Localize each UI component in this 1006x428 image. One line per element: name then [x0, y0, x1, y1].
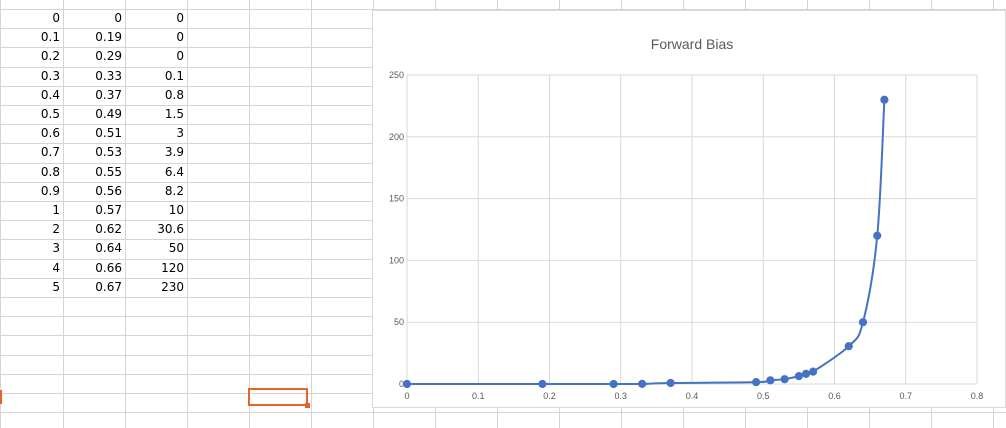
data-point-1 — [402, 379, 412, 389]
x-tick-label: 0.1 — [472, 391, 485, 401]
cell-col2-row6[interactable]: 0.49 — [95, 107, 122, 121]
cell-col3-row12[interactable]: 30.6 — [157, 222, 184, 236]
x-tick-label: 0.6 — [828, 391, 841, 401]
x-tick-label: 0.5 — [757, 391, 770, 401]
x-tick-label: 0.3 — [614, 391, 627, 401]
chart-container[interactable]: Forward Bias 0 0.1 0.2 0.3 0.4 0.5 0.6 0.7 0.8 0 50… — [372, 10, 1006, 408]
y-tick-label: 100 — [389, 255, 404, 265]
cell-col1-row4[interactable]: 0.3 — [40, 69, 60, 83]
cell-col1-row9[interactable]: 0.8 — [40, 165, 60, 179]
y-tick-label: 200 — [389, 132, 404, 142]
data-point-10 — [801, 369, 811, 378]
cell-col2-row11[interactable]: 0.57 — [95, 203, 122, 217]
cell-col2-row10[interactable]: 0.56 — [95, 184, 122, 198]
cell-col3-row9[interactable]: 6.4 — [164, 165, 184, 179]
cell-col3-row3[interactable]: 0 — [176, 49, 184, 63]
cell-col3-row8[interactable]: 3.9 — [164, 145, 184, 159]
cell-col2-row7[interactable]: 0.51 — [95, 126, 122, 140]
data-point-6 — [752, 378, 761, 387]
cell-col2-row13[interactable]: 0.64 — [95, 241, 122, 255]
active-cell-cursor[interactable] — [248, 388, 310, 408]
cell-col2-row9[interactable]: 0.55 — [95, 165, 122, 179]
data-point-13 — [858, 318, 868, 327]
x-tick-label: 0.2 — [543, 391, 556, 401]
cell-col1-row1[interactable]: 0 — [52, 11, 60, 25]
cell-col1-row6[interactable]: 0.5 — [40, 107, 60, 121]
data-point-14 — [873, 231, 882, 240]
cell-col3-row14[interactable]: 120 — [161, 261, 184, 275]
cell-col1-row2[interactable]: 0.1 — [40, 30, 60, 44]
y-tick-label: 0 — [399, 379, 404, 389]
forward-bias-chart: Forward Bias 0 0.1 0.2 0.3 0.4 0.5 0.6 0.7 0.8 0 50… — [389, 36, 984, 401]
cell-col2-row14[interactable]: 0.66 — [95, 261, 122, 275]
data-point-5 — [666, 378, 675, 388]
chart-title: Forward Bias — [651, 36, 733, 52]
data-point-2 — [538, 379, 547, 389]
cell-col2-row5[interactable]: 0.37 — [95, 88, 122, 102]
data-point-4 — [638, 379, 647, 388]
data-point-8 — [780, 375, 789, 384]
y-tick-label: 150 — [389, 194, 404, 204]
cell-col3-row5[interactable]: 0.8 — [164, 88, 184, 102]
x-tick-label: 0.8 — [971, 391, 984, 401]
cell-col2-row8[interactable]: 0.53 — [95, 145, 122, 159]
x-tick-label: 0.4 — [686, 391, 699, 401]
row-marker — [0, 390, 2, 404]
fill-handle[interactable] — [305, 403, 310, 408]
cell-col3-row11[interactable]: 10 — [168, 203, 184, 217]
cell-col3-row6[interactable]: 1.5 — [164, 107, 184, 121]
cell-col1-row7[interactable]: 0.6 — [40, 126, 60, 140]
cell-col1-row3[interactable]: 0.2 — [40, 49, 60, 63]
y-tick-label: 50 — [394, 317, 404, 327]
cell-col2-row12[interactable]: 0.62 — [95, 222, 122, 236]
data-point-7 — [766, 376, 775, 385]
x-tick-label: 0 — [404, 391, 409, 401]
cell-col2-row1[interactable]: 0 — [114, 11, 122, 25]
cell-col3-row1[interactable]: 0 — [176, 11, 184, 25]
x-tick-label: 0.7 — [899, 391, 912, 401]
cell-col3-row10[interactable]: 8.2 — [164, 184, 184, 198]
cell-col1-row14[interactable]: 4 — [52, 261, 60, 275]
cell-col2-row3[interactable]: 0.29 — [95, 49, 122, 63]
cell-col1-row8[interactable]: 0.7 — [40, 145, 60, 159]
cell-col3-row4[interactable]: 0.1 — [164, 69, 184, 83]
cell-col2-row2[interactable]: 0.19 — [95, 30, 122, 44]
y-tick-label: 250 — [389, 70, 404, 80]
cell-col1-row12[interactable]: 2 — [52, 222, 60, 236]
data-point-11 — [809, 367, 818, 376]
cell-col2-row4[interactable]: 0.33 — [95, 69, 122, 83]
cell-col1-row13[interactable]: 3 — [52, 241, 60, 255]
data-point-3 — [609, 379, 618, 389]
data-point-9 — [794, 371, 803, 381]
cell-col3-row13[interactable]: 50 — [168, 241, 184, 255]
cell-col3-row15[interactable]: 230 — [161, 280, 184, 294]
cell-col1-row5[interactable]: 0.4 — [40, 88, 60, 102]
cell-col2-row15[interactable]: 0.67 — [95, 280, 122, 294]
cell-col1-row10[interactable]: 0.9 — [40, 184, 60, 198]
cell-col3-row7[interactable]: 3 — [176, 126, 184, 140]
cell-col3-row2[interactable]: 0 — [176, 30, 184, 44]
data-point-15 — [880, 95, 889, 104]
cell-col1-row15[interactable]: 5 — [52, 280, 60, 294]
cell-col1-row11[interactable]: 1 — [52, 203, 60, 217]
data-point-12 — [844, 342, 853, 351]
